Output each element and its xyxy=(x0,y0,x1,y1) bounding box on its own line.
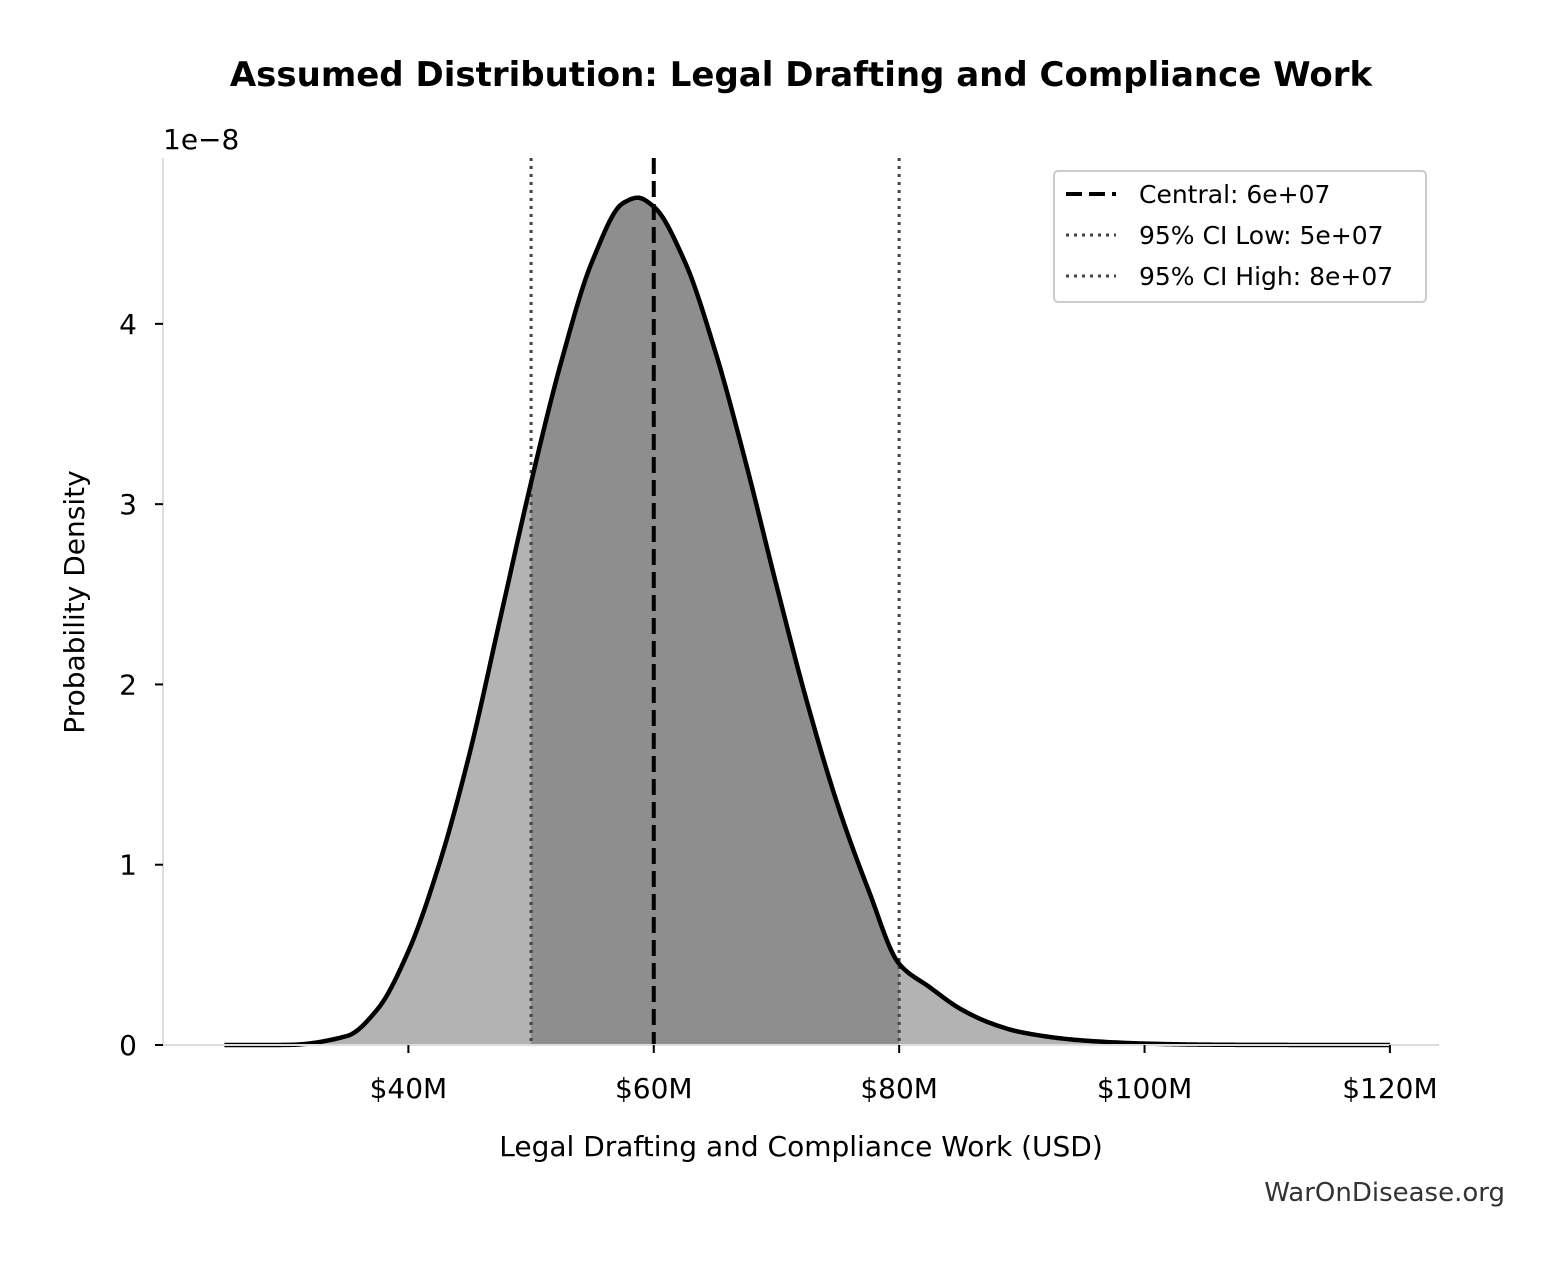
legend-frame xyxy=(1053,170,1427,303)
y-axis-label: Probability Density xyxy=(58,470,91,733)
y-tick-label: 0 xyxy=(119,1029,137,1062)
x-tick-label: $80M xyxy=(860,1072,938,1105)
legend-entry-label: 95% CI Low: 5e+07 xyxy=(1139,221,1384,250)
y-tick-label: 3 xyxy=(119,488,137,521)
x-tick-label: $60M xyxy=(615,1072,693,1105)
density-area-fill xyxy=(224,197,1390,1045)
credit-text: WarOnDisease.org xyxy=(1264,1178,1505,1208)
legend: Central: 6e+07 95% CI Low: 5e+07 95% CI Hi… xyxy=(1053,170,1427,303)
y-tick-label: 1 xyxy=(119,849,137,882)
x-tick-label: $40M xyxy=(370,1072,448,1105)
ci-area-fill xyxy=(531,197,900,1045)
legend-entry-label: Central: 6e+07 xyxy=(1139,180,1330,209)
y-tick-label: 4 xyxy=(119,308,137,341)
axes: $40M $60M $80M $100M $120M 0 1 2 3 4 xyxy=(119,158,1439,1105)
y-axis-offset-label: 1e−8 xyxy=(163,123,239,156)
chart-title: Assumed Distribution: Legal Drafting and… xyxy=(230,55,1374,95)
legend-entry-label: 95% CI High: 8e+07 xyxy=(1139,262,1393,291)
x-axis-label: Legal Drafting and Compliance Work (USD) xyxy=(499,1130,1103,1163)
y-tick-label: 2 xyxy=(119,668,137,701)
x-tick-label: $120M xyxy=(1342,1072,1437,1105)
x-tick-label: $100M xyxy=(1097,1072,1192,1105)
